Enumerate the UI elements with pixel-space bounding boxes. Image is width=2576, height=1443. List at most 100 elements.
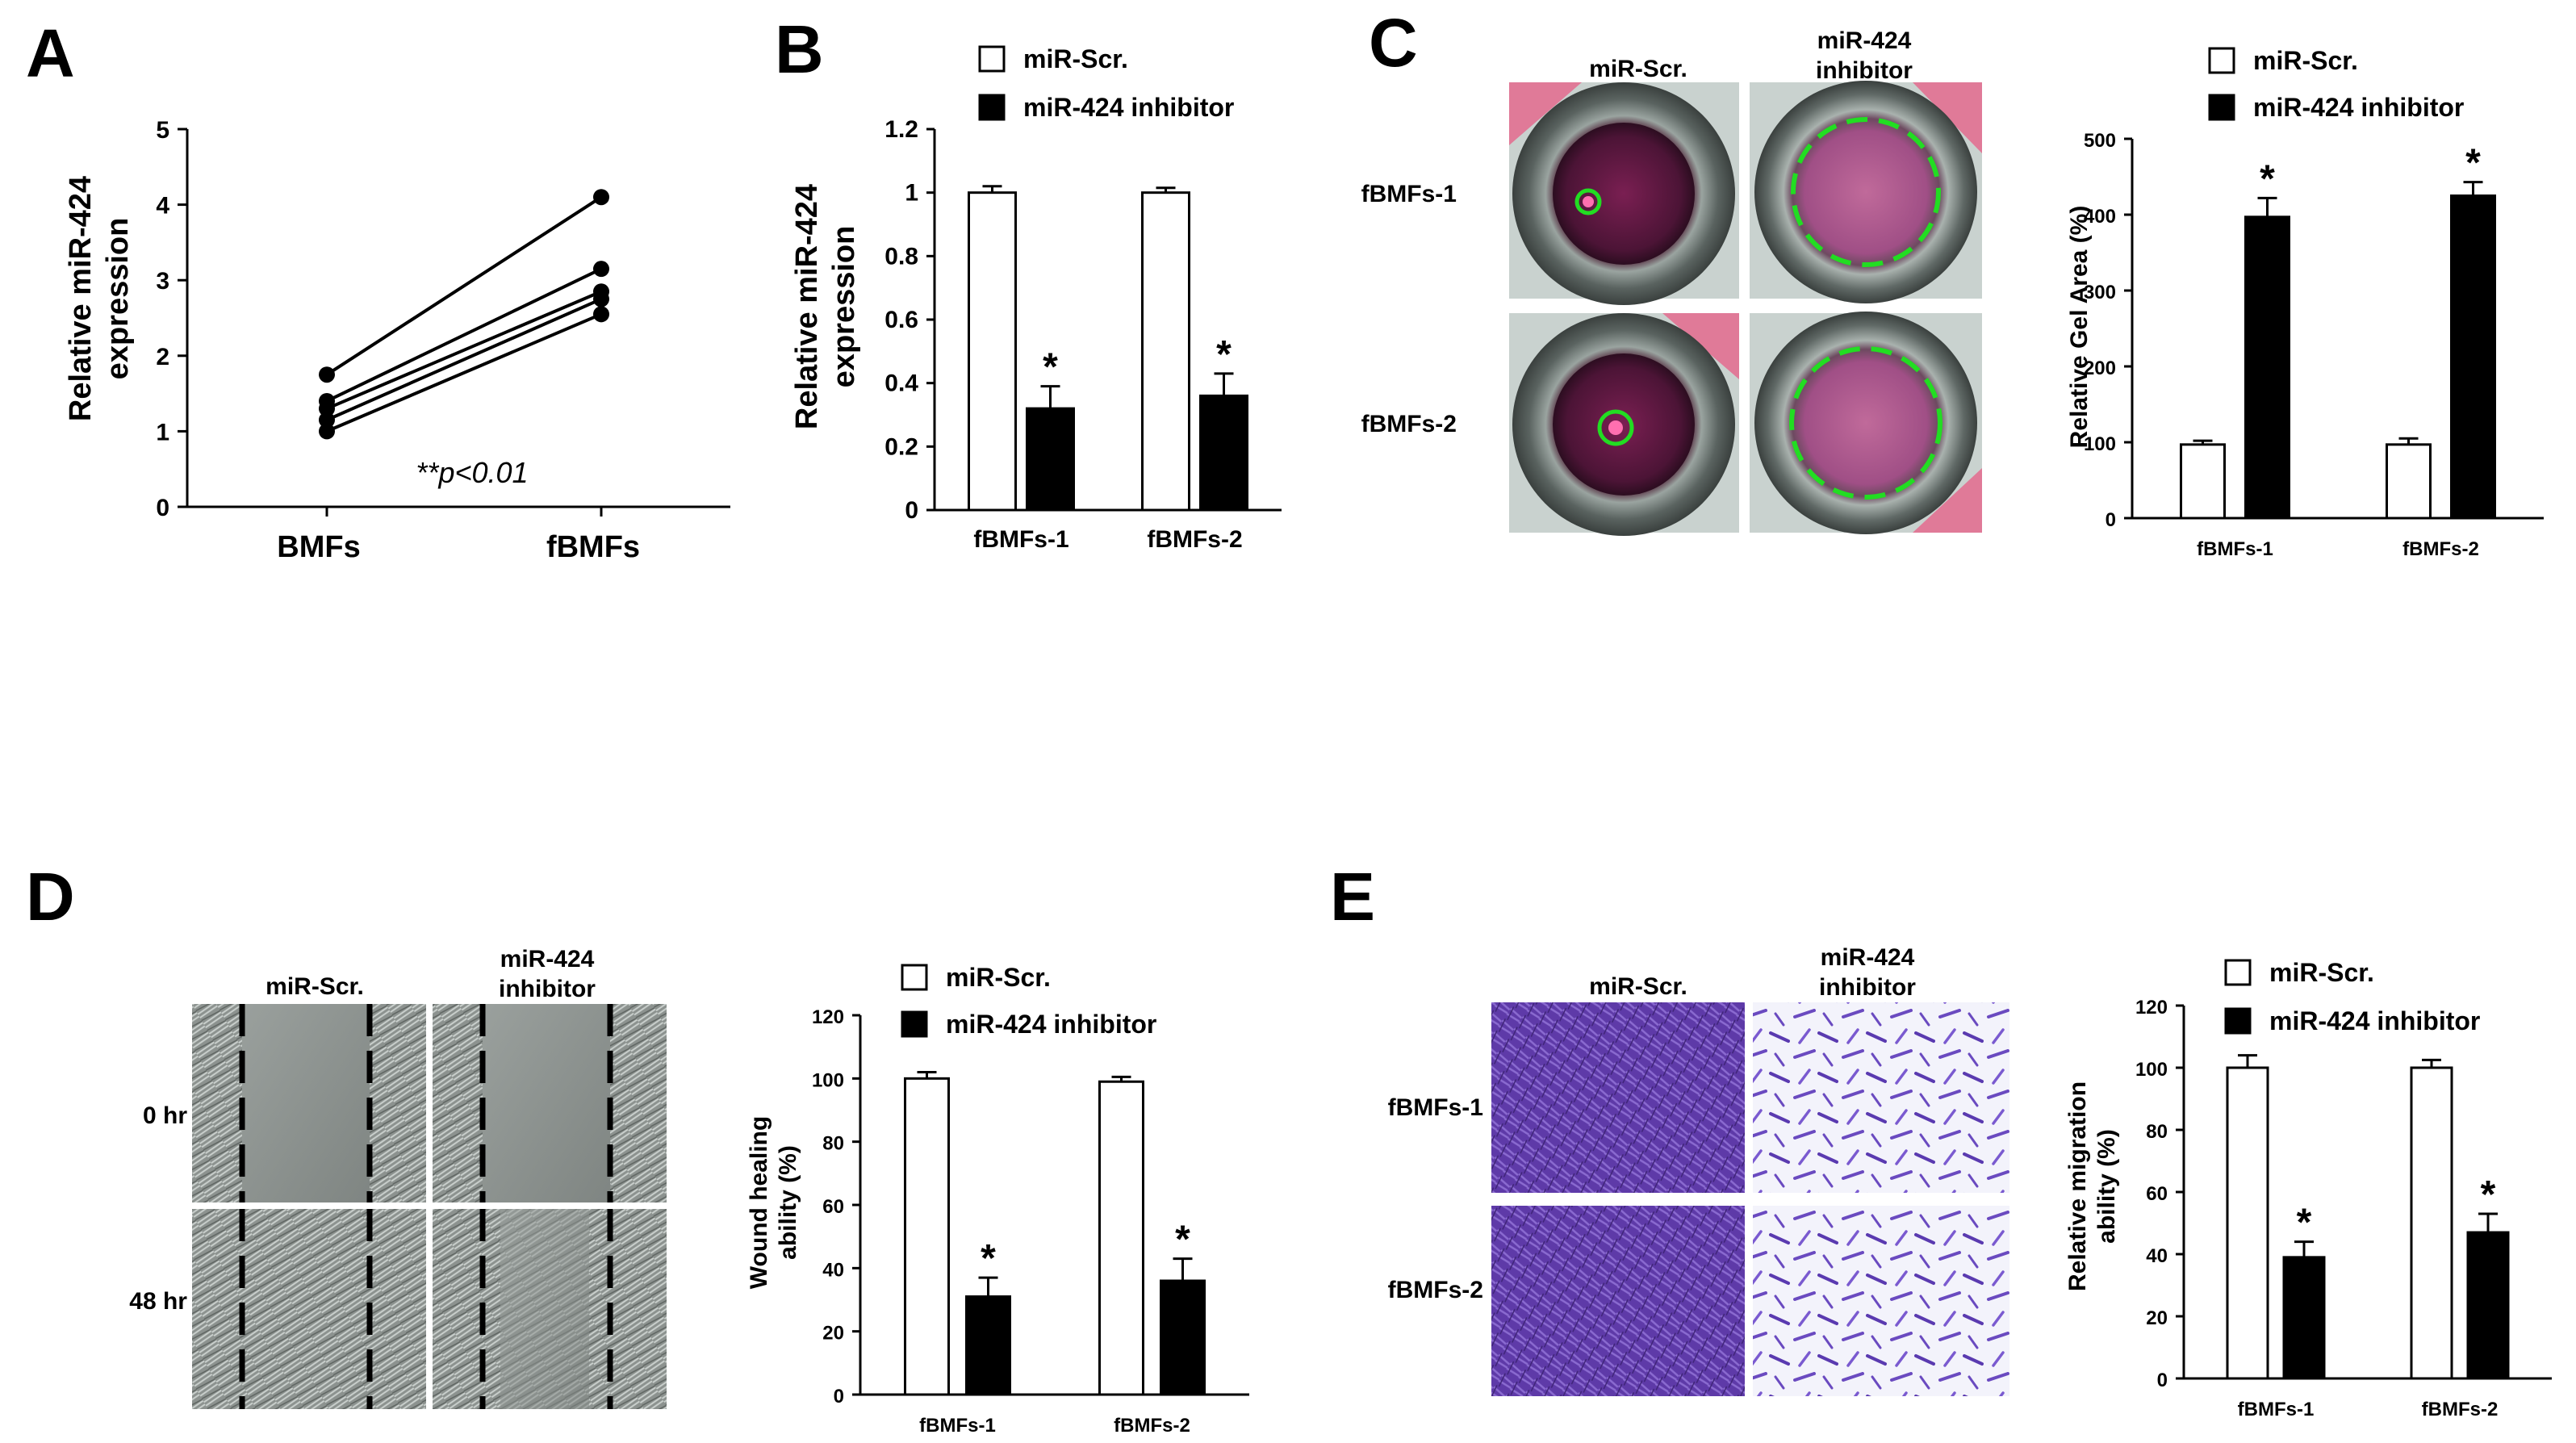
y-tick-label: 400 (2084, 206, 2116, 228)
y-axis-label-1: Wound healing (746, 1116, 772, 1289)
chart-b: 0 0.2 0.4 0.6 0.8 1 1.2 * fBMFs-1 * fBMFs-2 miR-Scr… (790, 44, 1282, 553)
image-col-label-inh-e-1: miR-424 (1821, 944, 1915, 971)
y-axis-label-1: Relative migration (2064, 1081, 2091, 1291)
y-tick-label: 200 (2084, 358, 2116, 379)
bar-inhibitor (1026, 407, 1075, 512)
data-point-fbmfs (593, 189, 609, 206)
panel-label-a: A (26, 15, 75, 91)
y-tick-label: 0 (905, 497, 918, 524)
y-tick-label: 0.8 (884, 243, 918, 270)
legend-swatch-scr (2224, 959, 2252, 986)
x-category-label: fBMFs-1 (2197, 538, 2273, 560)
image-col-label-scr-c: miR-Scr. (1589, 56, 1687, 82)
data-point-fbmfs (593, 306, 609, 323)
panel-label-d: D (26, 859, 75, 935)
y-tick-label: 20 (822, 1323, 844, 1345)
bar-scr (904, 1077, 950, 1396)
y-tick-label: 60 (2146, 1183, 2168, 1205)
data-point-bmfs (319, 366, 335, 383)
y-tick-label: 80 (2146, 1121, 2168, 1143)
y-tick-label: 120 (812, 1006, 844, 1028)
data-point-fbmfs (593, 291, 609, 307)
pair-line-a (326, 297, 602, 422)
image-col-label-inh-c-1: miR-424 (1817, 27, 1912, 54)
bar-inhibitor (1199, 394, 1248, 512)
y-tick-label-a: 3 (156, 268, 169, 295)
significance-star: * (1216, 333, 1232, 376)
significance-star: * (2481, 1173, 2496, 1216)
migration-image-inh-1 (1753, 1002, 2009, 1193)
panel-label-b: B (775, 11, 824, 87)
legend-swatch-inhibitor (2208, 94, 2235, 121)
panel-a: A 0 1 2 3 4 5 BMFs fBMFs **p<0.01 Relative miR-42… (26, 15, 730, 564)
wound-image-inh-48h (433, 1209, 667, 1409)
image-col-label-inh-e-2: inhibitor (1819, 974, 1916, 1001)
panel-e: E miR-Scr. miR-424 inhibitor fBMFs-1 fBM… (1330, 859, 2552, 1420)
y-tick-label: 0 (834, 1386, 844, 1407)
y-tick-label: 0.6 (884, 307, 918, 333)
y-axis-label-1: Relative miR-424 (790, 184, 824, 429)
x-category-label-a: fBMFs (546, 530, 640, 564)
data-point-bmfs (319, 423, 335, 440)
image-row-label-d-2: 48 hr (129, 1288, 187, 1315)
panel-b: B 0 0.2 0.4 0.6 0.8 1 1.2 * fBMFs-1 * fBMFs-2 miR-S… (775, 11, 1282, 553)
y-axis-label-a-2: expression (101, 218, 135, 380)
y-tick-label: 300 (2084, 282, 2116, 303)
legend-swatch-inhibitor (2224, 1007, 2252, 1035)
significance-star: * (981, 1237, 996, 1280)
chart-a: 0 1 2 3 4 5 BMFs fBMFs **p<0.01 Relative miR-424 e… (64, 117, 730, 564)
y-tick-label: 40 (822, 1259, 844, 1281)
pair-line-a (326, 290, 602, 411)
bar-inhibitor (2244, 215, 2290, 520)
pair-line-a (326, 312, 602, 433)
gel-image-scr-1 (1509, 82, 1739, 305)
y-tick-label-a: 4 (156, 193, 169, 220)
chart-d: 0 20 40 60 80 100 120 * fBMFs-1 * fBMFs-2 miR-Scr. m… (746, 963, 1249, 1437)
panel-c: C miR-Scr. miR-424 inhibitor fBMFs-1 fBM… (1361, 5, 2544, 560)
pair-line-a (326, 267, 602, 403)
x-category-label: fBMFs-1 (2238, 1399, 2315, 1420)
y-axis-label-2: expression (827, 226, 861, 388)
y-axis-label-2: ability (%) (2093, 1129, 2120, 1244)
y-axis-label: Relative Gel Area (%) (2066, 206, 2093, 449)
legend-label-scr: miR-Scr. (2269, 958, 2374, 987)
wound-image-scr-48h (192, 1209, 426, 1409)
panel-d: D miR-Scr. miR-424 inhibitor 0 hr 48 hr (26, 859, 1249, 1437)
y-tick-label: 100 (2135, 1059, 2168, 1081)
image-row-label-d-1: 0 hr (143, 1102, 187, 1129)
x-category-label-a: BMFs (277, 530, 360, 564)
x-category-label: fBMFs-2 (2402, 538, 2479, 560)
image-col-label-inh-d-1: miR-424 (500, 946, 595, 972)
y-tick-label: 40 (2146, 1245, 2168, 1267)
image-col-label-inh-d-2: inhibitor (499, 976, 596, 1002)
image-row-label-c-2: fBMFs-2 (1361, 411, 1457, 437)
significance-star: * (2260, 157, 2275, 200)
chart-c: 0 100 200 300 400 500 * fBMFs-1 * fBMFs-2 miR-Scr.… (2066, 46, 2544, 560)
y-tick-label: 500 (2084, 130, 2116, 152)
legend-swatch-scr (901, 964, 928, 991)
x-category-label: fBMFs-1 (973, 526, 1068, 553)
x-category-label: fBMFs-2 (1114, 1415, 1190, 1437)
legend-swatch-scr (2208, 47, 2235, 74)
y-tick-label: 100 (2084, 433, 2116, 455)
x-category-label: fBMFs-2 (2422, 1399, 2499, 1420)
wound-image-scr-0h (192, 1004, 426, 1202)
panel-label-e: E (1330, 859, 1375, 935)
y-tick-label: 0 (2106, 509, 2116, 531)
x-category-label: fBMFs-1 (919, 1415, 996, 1437)
legend-label-inhibitor: miR-424 inhibitor (1023, 93, 1234, 122)
wound-image-inh-0h (433, 1004, 667, 1202)
bar-scr (2180, 443, 2226, 520)
bar-inhibitor (2282, 1256, 2326, 1380)
y-tick-label-a: 2 (156, 344, 169, 370)
legend-label-inhibitor: miR-424 inhibitor (2269, 1006, 2480, 1035)
significance-star: * (2297, 1202, 2312, 1244)
y-tick-label-a: 5 (156, 117, 169, 144)
panel-label-c: C (1369, 5, 1418, 81)
image-row-label-e-2: fBMFs-2 (1388, 1277, 1483, 1303)
y-tick-label: 100 (812, 1069, 844, 1091)
image-row-label-e-1: fBMFs-1 (1388, 1094, 1483, 1121)
bar-scr (1141, 191, 1190, 512)
legend-label-inhibitor: miR-424 inhibitor (946, 1010, 1156, 1039)
